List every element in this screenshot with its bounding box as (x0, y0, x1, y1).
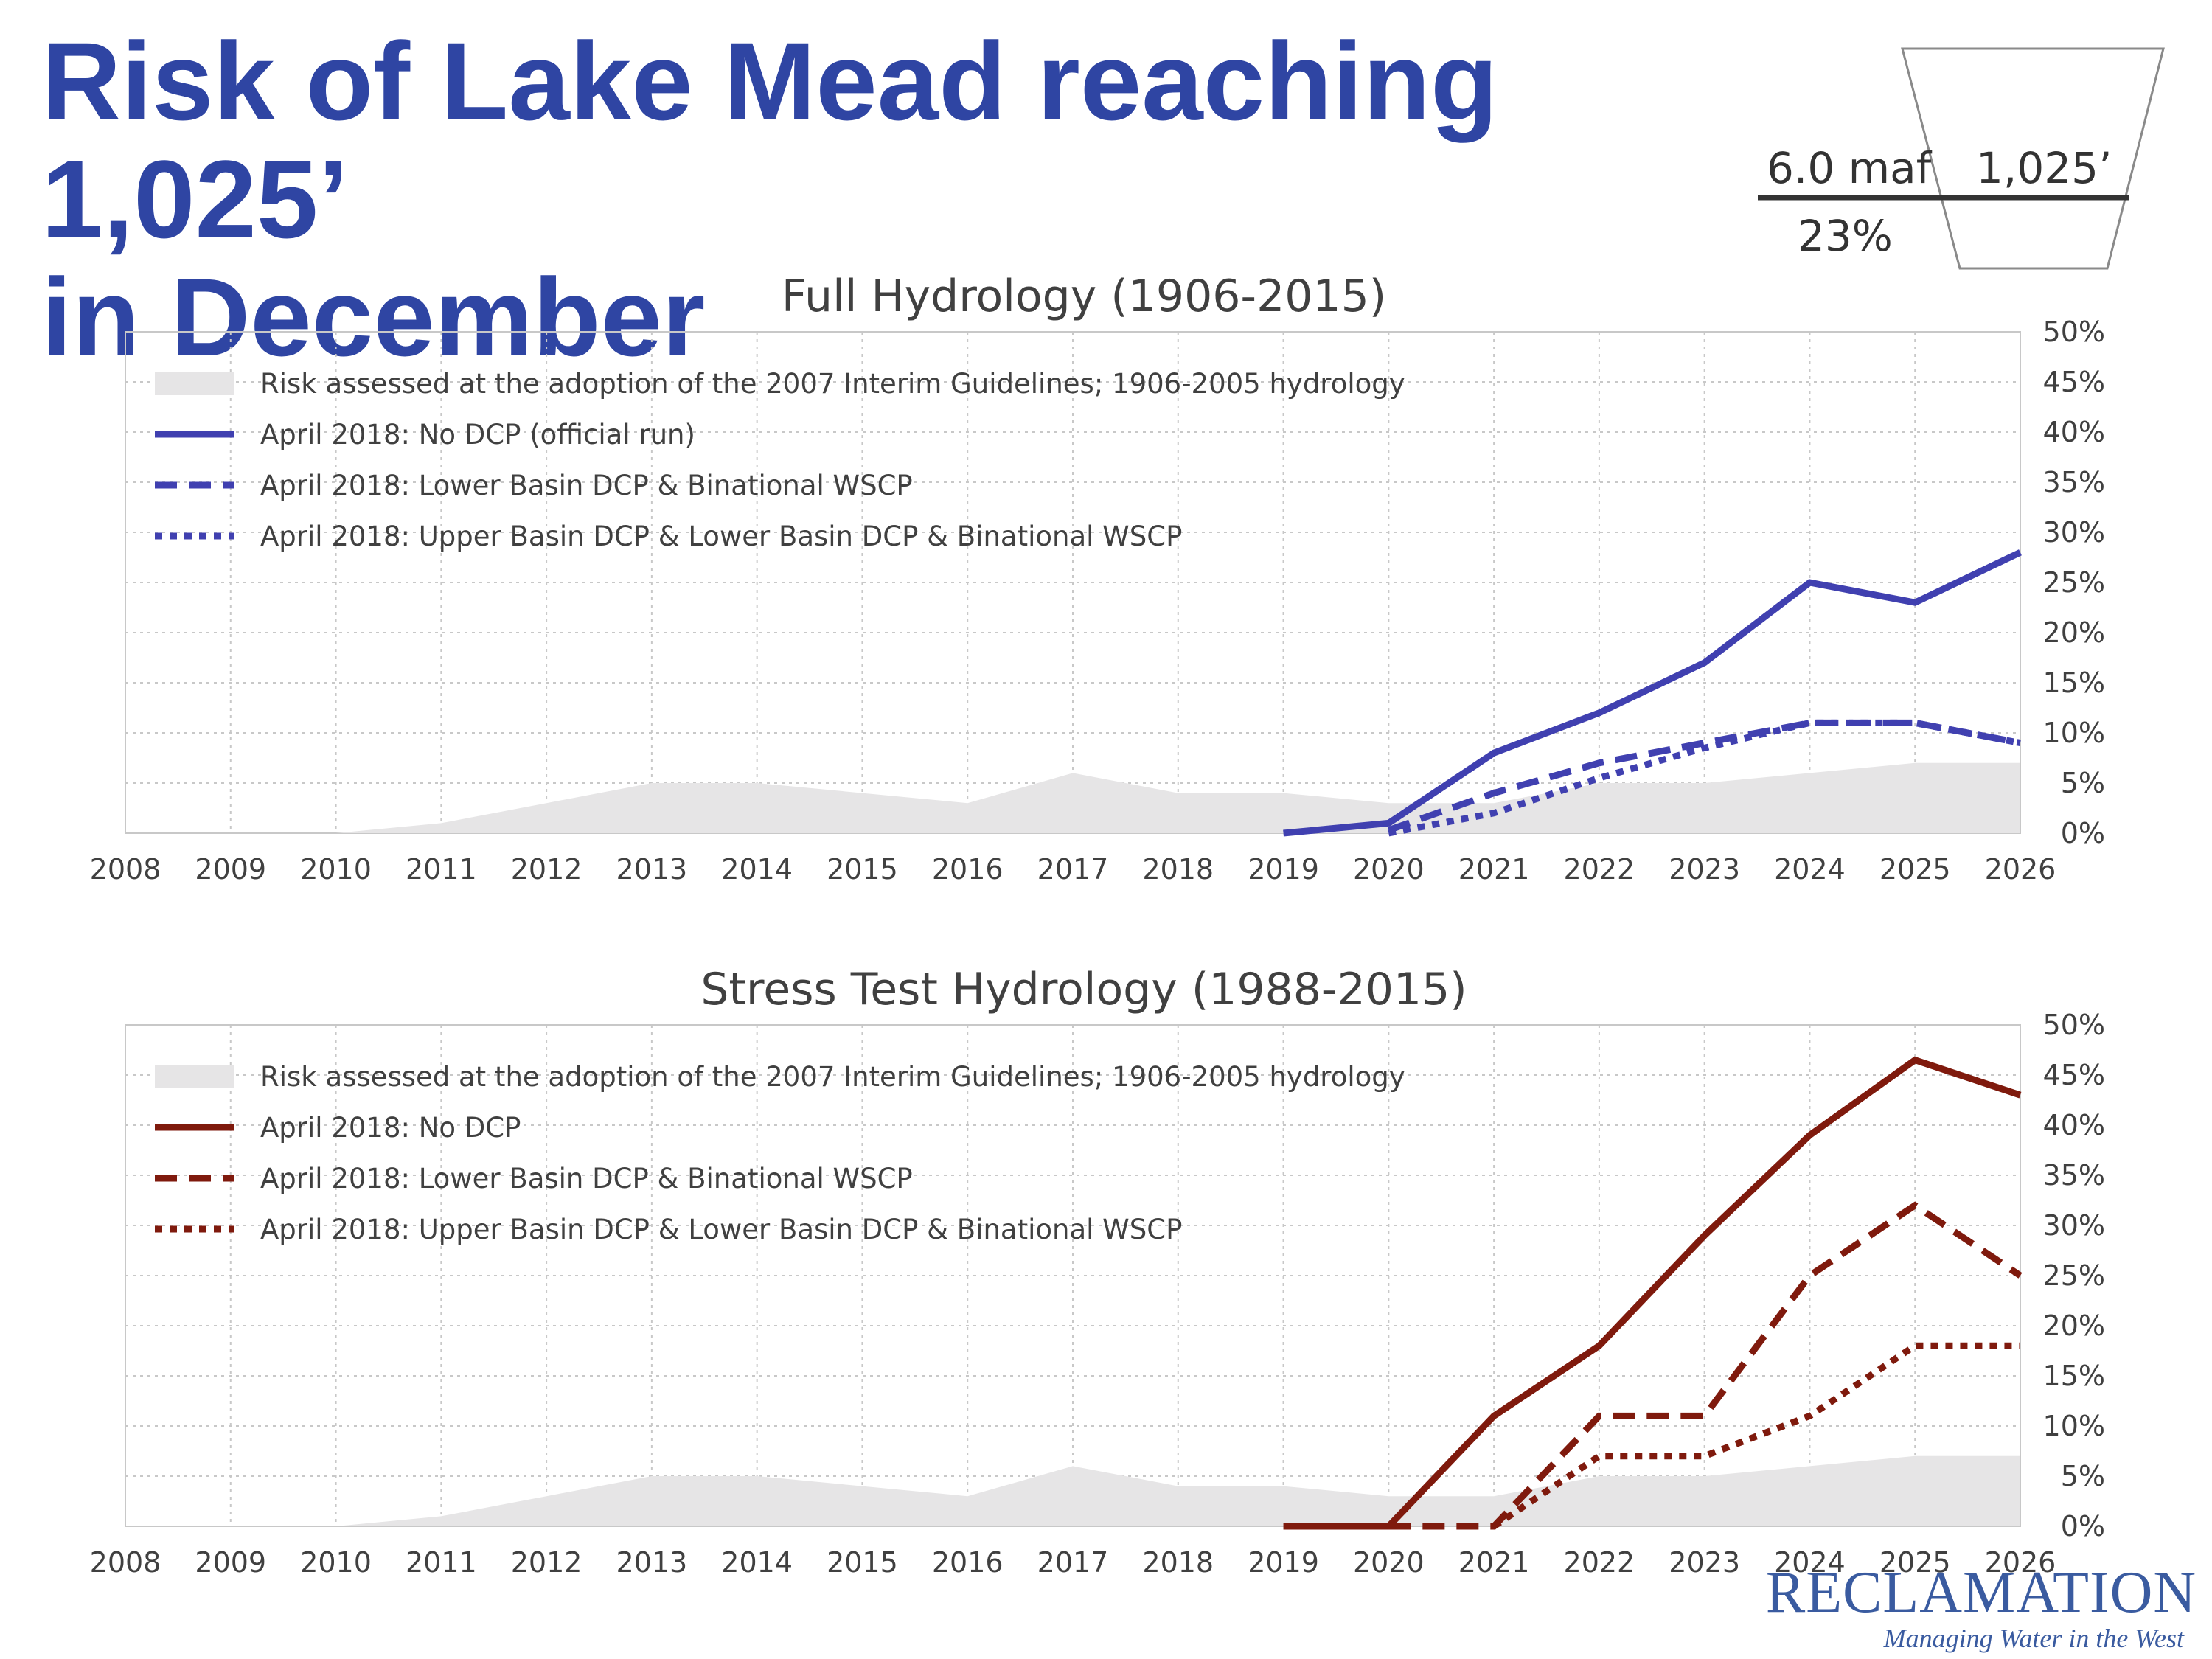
x-tick-label: 2009 (195, 1546, 266, 1579)
pool-volume-label: 6.0 maf (1767, 143, 1933, 193)
x-tick-label: 2024 (1774, 1546, 1846, 1579)
x-tick-label: 2015 (827, 1546, 898, 1579)
x-tick-label: 2011 (406, 853, 477, 885)
series-line-dotted (1388, 719, 2021, 837)
x-tick-label: 2021 (1458, 1546, 1530, 1579)
x-tick-label: 2018 (1142, 1546, 1214, 1579)
title-line-2: in December (41, 255, 706, 379)
x-tick-label: 2026 (1985, 853, 2056, 885)
x-tick-label: 2014 (721, 1546, 793, 1579)
x-tick-label: 2025 (1879, 853, 1951, 885)
x-tick-label: 2025 (1879, 1546, 1951, 1579)
x-tick-label: 2021 (1458, 853, 1530, 885)
x-tick-label: 2024 (1774, 853, 1846, 885)
x-tick-label: 2023 (1669, 1546, 1740, 1579)
x-tick-label: 2026 (1985, 1546, 2056, 1579)
y-tick-label: 20% (2043, 1310, 2105, 1342)
series-area-baseline-risk (125, 762, 2020, 833)
y-tick-label: 5% (2061, 767, 2105, 799)
chart-full-hydrology: Full Hydrology (1906-2015) 0% 5% 10% 15% 20%… (90, 271, 2105, 885)
y-tick-label: 20% (2043, 616, 2105, 649)
series-line-dashed (1387, 719, 2021, 834)
y-tick-label: 5% (2061, 1460, 2105, 1492)
reservoir-level-graphic: 6.0 maf 1,025’ 23% (1758, 47, 2165, 270)
y-tick-label: 15% (2043, 667, 2105, 699)
y-tick-label: 15% (2043, 1360, 2105, 1392)
y-tick-label: 35% (2043, 1159, 2105, 1192)
legend-label: April 2018: No DCP (official run) (260, 419, 695, 451)
x-tick-label: 2011 (406, 1546, 477, 1579)
y-tick-label: 0% (2061, 1510, 2105, 1543)
x-tick-label: 2017 (1037, 853, 1109, 885)
x-tick-label: 2013 (616, 853, 688, 885)
reclamation-logo: RECLAMATION Managing Water in the West (1764, 1562, 2199, 1653)
legend-label: April 2018: No DCP (260, 1112, 521, 1144)
series-area-baseline-risk (125, 1455, 2020, 1526)
y-tick-label: 30% (2043, 516, 2105, 549)
x-tick-label: 2022 (1564, 1546, 1635, 1579)
x-tick-label: 2015 (827, 853, 898, 885)
x-tick-label: 2020 (1353, 1546, 1425, 1579)
x-tick-label: 2013 (616, 1546, 688, 1579)
series-line-dotted (1492, 1342, 2020, 1529)
y-tick-label: 45% (2043, 366, 2105, 398)
x-tick-label: 2019 (1248, 853, 1319, 885)
y-tick-label: 0% (2061, 817, 2105, 849)
y-tick-label: 40% (2043, 416, 2105, 448)
x-tick-label: 2023 (1669, 853, 1740, 885)
legend-label: April 2018: Lower Basin DCP & Binational… (260, 1163, 913, 1194)
x-tick-label: 2020 (1353, 853, 1425, 885)
y-tick-label: 45% (2043, 1059, 2105, 1091)
x-tick-label: 2012 (511, 853, 582, 885)
x-tick-label: 2017 (1037, 1546, 1109, 1579)
legend-label: April 2018: Upper Basin DCP & Lower Basi… (260, 1214, 1182, 1245)
x-tick-label: 2016 (932, 853, 1004, 885)
y-tick-label: 10% (2043, 717, 2105, 749)
x-tick-label: 2018 (1142, 853, 1214, 885)
y-tick-label: 30% (2043, 1209, 2105, 1242)
pool-percent-label: 23% (1798, 211, 1893, 261)
x-tick-label: 2014 (721, 853, 793, 885)
legend-label: Risk assessed at the adoption of the 200… (260, 1061, 1405, 1093)
y-tick-label: 10% (2043, 1410, 2105, 1442)
chart-title: Full Hydrology (1906-2015) (782, 271, 1386, 322)
x-tick-label: 2009 (195, 853, 266, 885)
y-tick-label: 25% (2043, 566, 2105, 599)
chart-title: Stress Test Hydrology (1988-2015) (700, 964, 1467, 1015)
y-tick-label: 40% (2043, 1109, 2105, 1141)
x-tick-label: 2022 (1564, 853, 1635, 885)
x-tick-label: 2016 (932, 1546, 1004, 1579)
series-line-solid (1283, 1056, 2022, 1530)
logo-name: RECLAMATION (1765, 1560, 2197, 1625)
series-line-solid (1283, 549, 2022, 837)
legend-swatch (155, 372, 234, 395)
slide-title: Risk of Lake Mead reaching 1,025’ in Dec… (41, 22, 1737, 376)
legend-label: Risk assessed at the adoption of the 200… (260, 368, 1405, 400)
x-tick-label: 2012 (511, 1546, 582, 1579)
pool-elevation-label: 1,025’ (1976, 143, 2112, 193)
y-tick-label: 35% (2043, 466, 2105, 498)
x-tick-label: 2010 (300, 853, 372, 885)
x-tick-label: 2008 (90, 1546, 161, 1579)
y-tick-label: 50% (2043, 316, 2105, 348)
legend-swatch (155, 1065, 234, 1088)
x-tick-label: 2019 (1248, 1546, 1319, 1579)
legend-label: April 2018: Lower Basin DCP & Binational… (260, 470, 913, 501)
logo-tagline: Managing Water in the West (1883, 1624, 2184, 1653)
x-tick-label: 2008 (90, 853, 161, 885)
legend-label: April 2018: Upper Basin DCP & Lower Basi… (260, 521, 1182, 552)
title-line-1: Risk of Lake Mead reaching 1,025’ (41, 19, 1498, 261)
x-tick-label: 2010 (300, 1546, 372, 1579)
chart-stress-test-hydrology: Stress Test Hydrology (1988-2015) 0% 5% 10… (90, 964, 2105, 1579)
y-tick-label: 50% (2043, 1009, 2105, 1041)
y-tick-label: 25% (2043, 1259, 2105, 1292)
